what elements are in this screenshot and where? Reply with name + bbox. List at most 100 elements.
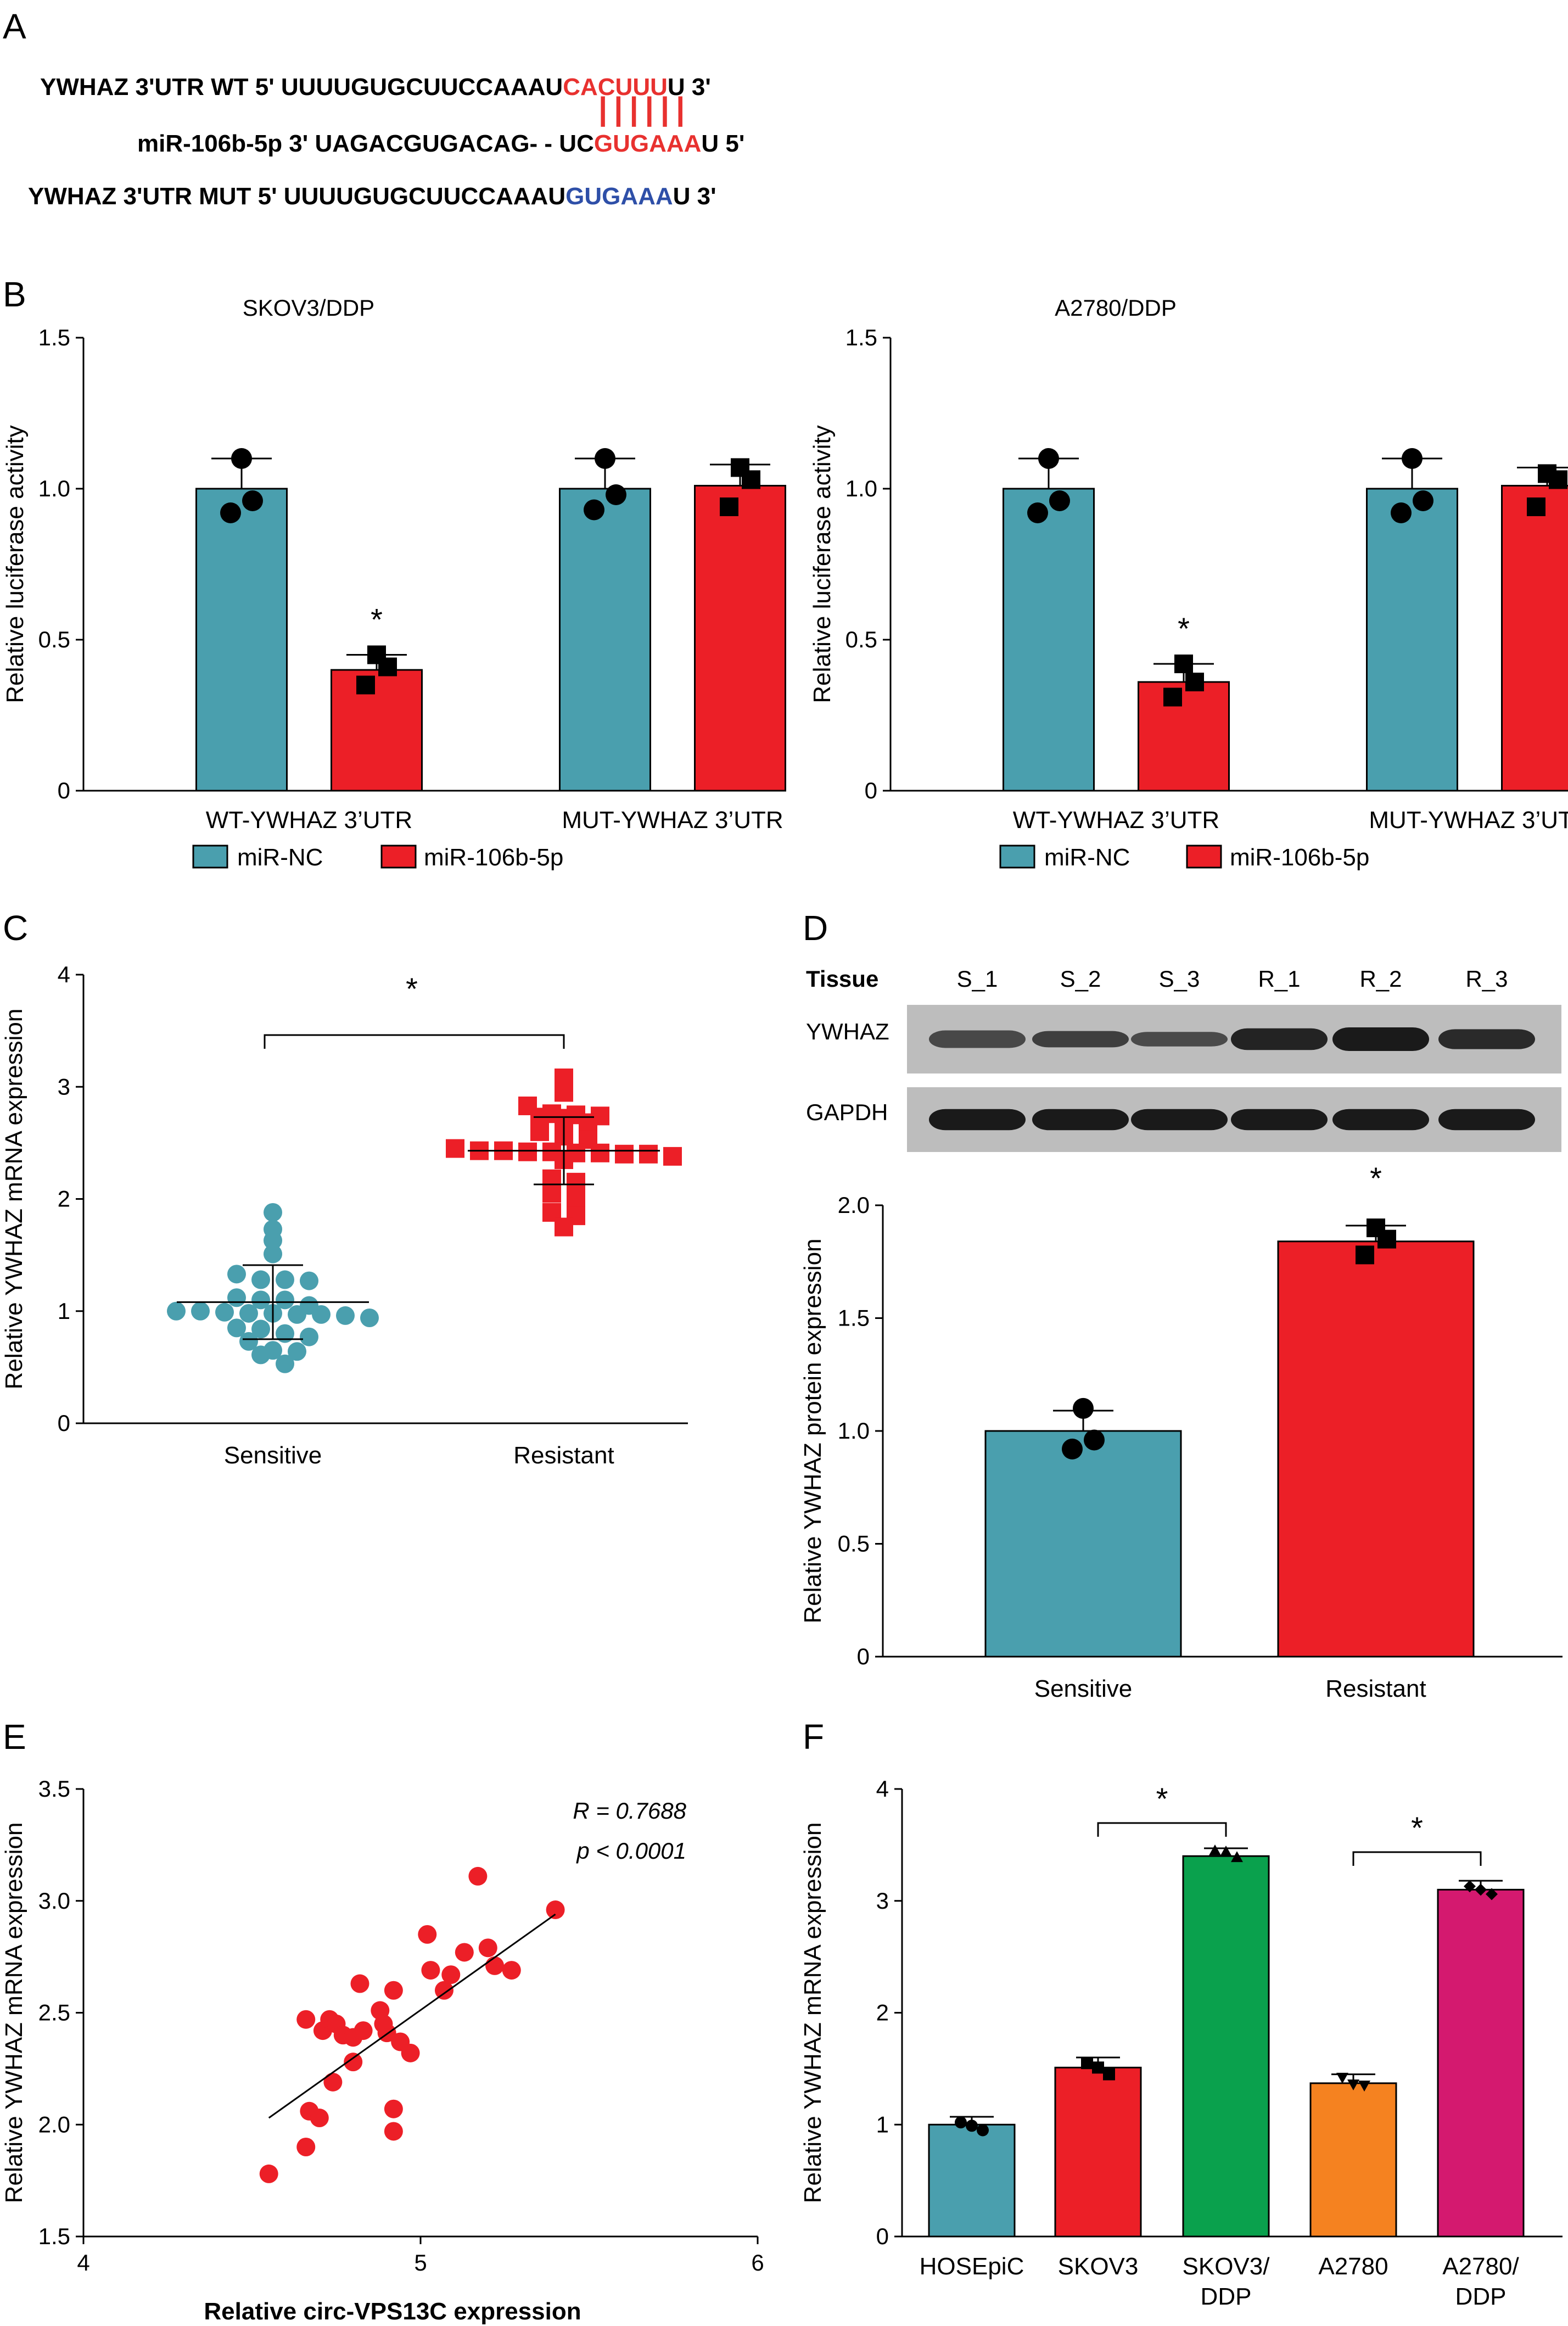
data-point [1220, 1846, 1232, 1857]
wb-lane-label: S_2 [1060, 966, 1101, 992]
data-point [555, 1217, 573, 1237]
bar [559, 488, 651, 792]
chart-b-a2780-ddp: 0 0.5 1.0 1.5 Relative luciferase activity A2… [809, 295, 1568, 834]
legend-label-mir-nc: miR-NC [1044, 844, 1130, 871]
y-tick-label: 0 [58, 778, 70, 803]
bar [1501, 485, 1568, 792]
y-tick-label: 0 [857, 1643, 870, 1669]
data-point [288, 1305, 306, 1324]
data-point [1174, 655, 1193, 673]
data-point [251, 1290, 270, 1310]
bar [1277, 1240, 1475, 1658]
y-tick-label: 0 [865, 778, 877, 803]
data-point [966, 2120, 978, 2132]
wt-sequence: YWHAZ 3'UTR WT 5' UUUUGUGCUUCCAAAUCACUUU… [40, 74, 711, 100]
data-point [1549, 470, 1567, 489]
chart-title: SKOV3/DDP [243, 295, 374, 321]
y-axis-title: Relative YWHAZ protein expression [799, 1238, 826, 1623]
data-point [167, 1301, 186, 1321]
blot-strips [907, 1005, 1561, 1152]
chart-c-mrna-scatter: 0 1 2 3 4 Relative YWHAZ mRNA expression Sensi… [1, 961, 688, 1469]
y-axis-title: Relative YWHAZ mRNA expression [1, 1009, 27, 1390]
blot-band [1231, 1109, 1328, 1131]
blot-band [1332, 1027, 1429, 1051]
bar [1366, 488, 1458, 792]
data-point [300, 1327, 318, 1346]
data-point [1527, 497, 1545, 516]
data-point [227, 1318, 246, 1338]
chart-e-correlation: 1.5 2.0 2.5 3.0 3.5 Relative YWHAZ mRNA expre… [1, 1776, 764, 2325]
mir-sequence-label: miR-106b-5p 3' UAGACGUGACAG- - UC [137, 130, 594, 157]
data-point [1103, 2068, 1115, 2081]
legend-label-mir-106b: miR-106b-5p [1230, 844, 1369, 871]
significance-star: * [1156, 1781, 1168, 1816]
significance-bracket [264, 1034, 565, 1049]
data-point [530, 1122, 549, 1141]
mir-sequence: miR-106b-5p 3' UAGACGUGACAG- - UCGUGAAAU… [137, 130, 744, 157]
x-axis-title: Relative circ-VPS13C expression [204, 2298, 581, 2325]
data-point [312, 1305, 331, 1324]
wb-band-label-gapdh: GAPDH [806, 1099, 888, 1125]
data-point [239, 1332, 258, 1351]
data-point [1391, 502, 1412, 523]
y-tick-label: 1.0 [838, 1418, 870, 1444]
y-tick-label: 4 [876, 1776, 889, 1802]
data-point [276, 1324, 294, 1343]
y-tick-label: 2.5 [38, 2000, 70, 2026]
significance-bracket [1352, 1851, 1482, 1866]
x-category-label: WT-YWHAZ 3’UTR [1013, 807, 1219, 834]
data-point [1027, 502, 1048, 523]
data-point [742, 470, 760, 489]
data-point [567, 1172, 585, 1192]
legend-label-mir-nc: miR-NC [237, 844, 323, 871]
legend-b-left: miR-NC miR-106b-5p [192, 844, 563, 871]
legend-swatch-mir-nc [192, 845, 228, 869]
stat-r: R = 0.7688 [573, 1798, 686, 1824]
y-tick-label: 2 [58, 1186, 70, 1212]
western-blot: Tissue S_1 S_2 S_3 R_1 R_2 R_3 YWHAZ GAP… [806, 966, 1561, 1152]
data-point [567, 1189, 585, 1209]
data-point [350, 1974, 369, 1993]
wt-sequence-end: U 3' [668, 74, 711, 100]
significance-star: * [371, 602, 383, 637]
data-point [446, 1139, 464, 1158]
data-point [384, 1981, 403, 2000]
data-point [1062, 1438, 1083, 1460]
wt-sequence-label: YWHAZ 3'UTR WT 5' UUUUGUGCUUCCAAAU [40, 74, 563, 100]
x-category-label: SKOV3 [1058, 2253, 1139, 2280]
data-point [542, 1184, 561, 1203]
panel-letter-c: C [3, 908, 28, 948]
data-point [227, 1288, 246, 1307]
data-point [639, 1144, 658, 1164]
data-point [434, 1981, 453, 2000]
data-point [251, 1319, 270, 1339]
y-tick-label: 2 [876, 2000, 889, 2026]
data-point [955, 2116, 967, 2129]
x-tick-label: 4 [77, 2250, 89, 2275]
y-tick-label: 0 [58, 1410, 70, 1436]
data-point [977, 2124, 989, 2137]
data-point [584, 499, 604, 521]
bar [984, 1430, 1182, 1658]
data-point [418, 1925, 437, 1944]
bar [1054, 2066, 1142, 2238]
data-point [276, 1290, 294, 1310]
blot-band [1438, 1029, 1535, 1049]
legend-label-mir-106b: miR-106b-5p [424, 844, 563, 871]
blot-band [1332, 1109, 1429, 1131]
data-point [720, 497, 738, 516]
data-point [1486, 1888, 1498, 1900]
data-point [1209, 1844, 1221, 1855]
y-tick-label: 4 [58, 961, 70, 987]
y-tick-label: 3 [58, 1073, 70, 1099]
blot-band [1231, 1028, 1328, 1050]
data-point [215, 1302, 234, 1322]
data-point [518, 1142, 537, 1161]
data-point [1347, 2079, 1359, 2090]
data-point [401, 2043, 420, 2062]
panel-letter-d: D [803, 908, 828, 948]
y-axis-title: Relative luciferase activity [2, 425, 29, 703]
wb-lane-label: R_2 [1359, 966, 1402, 992]
wb-lane-label: R_3 [1465, 966, 1508, 992]
